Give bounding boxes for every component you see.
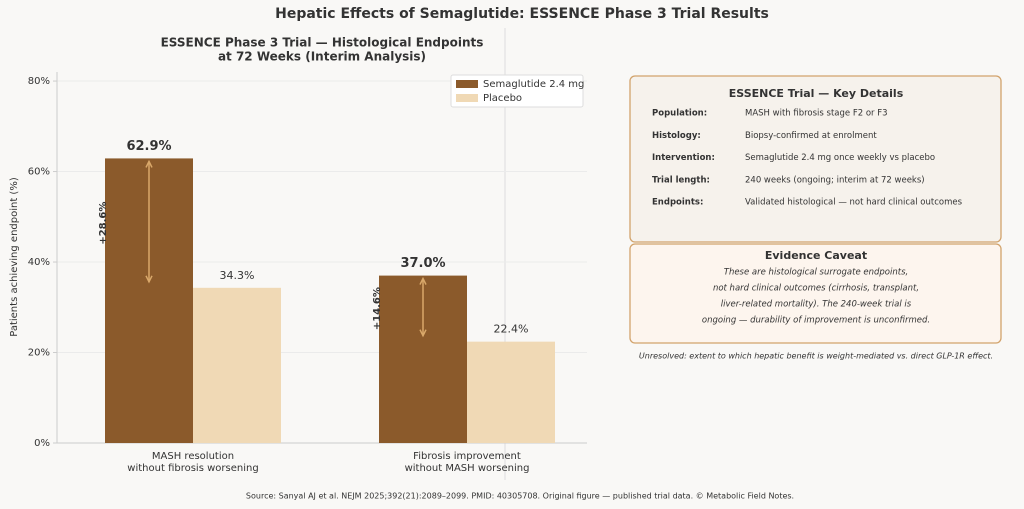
chart-title: ESSENCE Phase 3 Trial — Histological End… <box>161 36 484 50</box>
difference-label: +28.6% <box>98 202 109 245</box>
caveat-line: liver-related mortality). The 240-week t… <box>721 300 912 310</box>
value-label: 22.4% <box>494 323 529 336</box>
y-tick-label: 60% <box>28 167 50 178</box>
legend-box <box>450 74 584 108</box>
bar <box>467 341 555 443</box>
detail-key: Intervention: <box>652 153 715 163</box>
arrow-head <box>145 275 153 284</box>
chart-title: at 72 Weeks (Interim Analysis) <box>218 50 426 64</box>
x-tick-label: MASH resolution <box>152 451 234 462</box>
value-label: 62.9% <box>126 139 171 154</box>
y-axis-label: Patients achieving endpoint (%) <box>9 177 20 337</box>
caveat-line: ongoing — durability of improvement is u… <box>702 316 930 326</box>
detail-key: Trial length: <box>652 175 710 185</box>
y-tick-label: 0% <box>34 438 50 449</box>
caveat-line: These are histological surrogate endpoin… <box>724 268 908 278</box>
details-panel <box>629 75 1002 243</box>
details-title: ESSENCE Trial — Key Details <box>729 87 904 100</box>
detail-value: Validated histological — not hard clinic… <box>745 198 963 208</box>
detail-key: Histology: <box>652 131 701 141</box>
page-title: Hepatic Effects of Semaglutide: ESSENCE … <box>275 6 769 22</box>
x-tick-label: without MASH worsening <box>405 463 530 474</box>
source: Source: Sanyal AJ et al. NEJM 2025;392(2… <box>246 492 794 501</box>
detail-value: MASH with fibrosis stage F2 or F3 <box>745 109 888 119</box>
caveat-title: Evidence Caveat <box>765 249 867 262</box>
value-label: 34.3% <box>220 269 255 282</box>
detail-key: Endpoints: <box>652 198 703 208</box>
detail-value: Biopsy-confirmed at enrolment <box>745 131 877 141</box>
legend-swatch <box>456 80 478 88</box>
detail-value: 240 weeks (ongoing; interim at 72 weeks) <box>745 175 925 185</box>
y-tick-label: 20% <box>28 348 50 359</box>
caveat-line: not hard clinical outcomes (cirrhosis, t… <box>713 284 919 294</box>
y-tick-label: 40% <box>28 257 50 268</box>
x-tick-label: Fibrosis improvement <box>413 451 521 462</box>
arrow-head <box>145 159 153 168</box>
legend-swatch <box>456 94 478 102</box>
y-tick-label: 80% <box>28 76 50 87</box>
bar <box>193 287 281 443</box>
caveat-panel <box>629 243 1002 344</box>
note: Unresolved: extent to which hepatic bene… <box>639 352 993 361</box>
legend-label: Semaglutide 2.4 mg <box>483 79 584 90</box>
difference-label: +14.6% <box>372 287 383 330</box>
arrow-head <box>419 329 427 338</box>
legend-label: Placebo <box>483 93 522 104</box>
detail-value: Semaglutide 2.4 mg once weekly vs placeb… <box>745 153 935 163</box>
arrow-head <box>419 276 427 285</box>
value-label: 37.0% <box>400 256 445 271</box>
detail-key: Population: <box>652 109 707 119</box>
x-tick-label: without fibrosis worsening <box>127 463 258 474</box>
